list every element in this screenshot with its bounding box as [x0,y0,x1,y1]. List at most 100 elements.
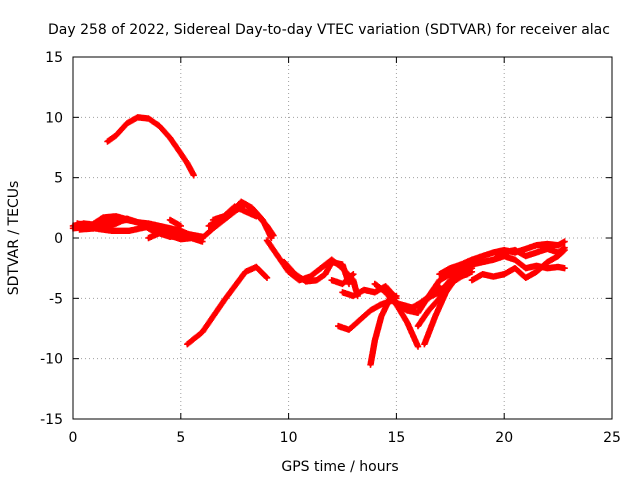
data-point [179,152,183,155]
chart-title: Day 258 of 2022, Sidereal Day-to-day VTE… [48,22,610,38]
x-tick-label: 0 [69,430,78,446]
y-tick-label: 15 [45,50,63,66]
data-point [250,206,254,210]
data-point [168,136,172,140]
data-point [304,279,308,283]
y-tick-label: -10 [40,352,63,368]
data-point [336,324,340,328]
data-point [563,266,567,270]
data-points [69,114,568,368]
data-point [233,205,237,209]
data-point [481,254,485,258]
data-point [448,272,452,276]
data-point [379,302,383,306]
data-point [545,247,549,251]
data-point [545,260,549,264]
data-point [416,324,420,328]
data-point [455,275,459,279]
data-point [293,272,297,276]
data-point [147,117,150,120]
data-point [405,308,409,312]
data-point [399,302,403,306]
data-point [276,254,280,258]
x-tick-label: 25 [603,430,621,446]
data-point [185,342,189,346]
data-point [491,258,495,262]
data-point [373,290,377,294]
data-point [448,266,452,270]
series-arc-a [104,114,197,179]
data-point [535,243,538,247]
data-point [157,231,161,235]
data-point [513,266,517,270]
y-tick-label: 0 [54,231,63,247]
data-point [323,272,327,276]
data-point [422,342,426,346]
data-point [211,218,215,222]
data-point [524,266,528,270]
data-point [103,220,107,224]
x-tick-label: 20 [495,430,513,446]
data-point [157,124,161,128]
data-point [405,321,409,324]
series-arc-aa [468,246,568,284]
data-point [470,263,474,266]
data-point [254,214,258,218]
y-tick-label: -15 [40,412,63,428]
data-point [114,222,118,225]
series-arc-f [145,230,206,245]
data-point [192,173,196,177]
data-markers [104,114,197,179]
data-point [341,282,344,286]
data-point [563,248,567,252]
data-point [179,232,183,236]
data-point [125,121,129,125]
data-point [106,140,109,143]
data-point [222,299,226,303]
data-point [136,115,140,119]
data-point [524,254,528,258]
data-point [179,237,183,241]
data-point [110,229,114,233]
data-point [535,251,538,254]
data-point [373,339,377,343]
data-point [444,290,448,294]
data-point [369,308,372,312]
data-point [369,363,372,367]
data-point [545,242,549,246]
data-markers [184,263,271,348]
data-point [319,266,323,270]
data-point [416,345,420,349]
data-point [144,225,148,229]
data-point [244,270,247,274]
data-point [211,314,215,318]
series-arc-bb [490,252,568,272]
series-arc-k [184,263,271,348]
data-point [261,218,265,222]
data-point [347,328,351,332]
data-point [513,248,517,252]
data-point [244,210,247,213]
y-tick-label: -5 [49,291,63,307]
data-point [222,214,226,218]
data-point [162,226,166,230]
data-point [556,243,560,247]
data-markers [263,237,325,284]
data-point [351,272,355,276]
data-point [211,226,215,230]
data-point [470,278,474,282]
x-tick-label: 5 [176,430,185,446]
data-point [78,228,81,232]
data-point [481,272,485,276]
y-tick-label: 5 [54,171,63,187]
data-point [491,275,495,279]
data-point [179,224,183,228]
data-point [351,294,355,298]
data-point [200,330,204,334]
data-point [341,290,344,294]
data-point [75,222,79,225]
data-point [433,314,437,318]
y-axis-label: SDTVAR / TECUs [6,181,22,296]
x-tick-label: 15 [387,430,405,446]
